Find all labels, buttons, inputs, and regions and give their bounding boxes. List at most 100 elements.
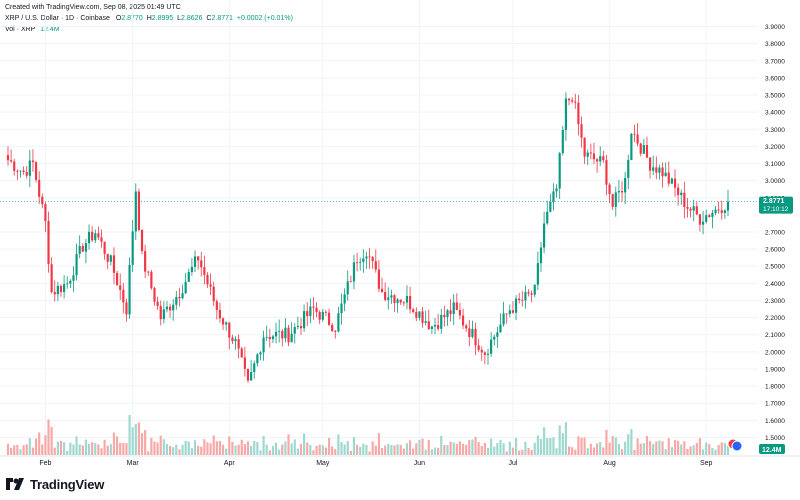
volume-bar [356, 444, 359, 455]
time-tick-label: Jun [414, 460, 425, 467]
volume-bar [309, 444, 312, 455]
volume-bar [19, 449, 22, 455]
price-tick-label: 2.4000 [765, 281, 785, 288]
volume-bar [69, 442, 72, 455]
candle-body [19, 170, 22, 172]
candle-body [437, 325, 440, 329]
volume-bar [708, 444, 711, 455]
candle-body [159, 306, 162, 320]
volume-bar [639, 443, 642, 455]
volume-bar [458, 441, 462, 455]
volume-bar [197, 445, 200, 455]
volume-bar [349, 450, 352, 455]
candle-body [346, 281, 349, 295]
candle-body [443, 314, 446, 318]
candle-body [714, 209, 717, 213]
candle-body [206, 274, 209, 285]
candle-body [165, 306, 169, 310]
volume-bar [524, 441, 527, 455]
candle-body [402, 302, 405, 304]
candle-body [567, 98, 571, 101]
candle-body [686, 206, 689, 209]
volume-bar [100, 448, 103, 455]
event-flag-icon[interactable] [727, 438, 743, 452]
volume-bar [695, 443, 698, 455]
candle-body [561, 130, 564, 154]
candle-body [84, 243, 88, 252]
volume-bar [384, 445, 387, 455]
volume-bar [443, 444, 446, 455]
candle-body [380, 288, 384, 293]
tradingview-logo[interactable]: TradingView [6, 474, 104, 494]
volume-bar [664, 449, 667, 455]
volume-bar [327, 437, 331, 455]
volume-bar [452, 442, 455, 455]
price-tick-label: 3.1000 [765, 161, 785, 168]
candle-body [543, 223, 546, 248]
candle-body [483, 352, 486, 355]
candle-body [374, 261, 377, 270]
volume-bar [153, 441, 156, 455]
candle-body [218, 309, 222, 319]
volume-bar [209, 443, 212, 455]
candle-body [25, 171, 28, 176]
candle-body [284, 327, 287, 339]
volume-bar [44, 435, 47, 455]
candle-body [59, 285, 63, 293]
candle-body [664, 172, 667, 177]
volume-bar [449, 441, 452, 455]
price-tick-label: 3.2000 [765, 144, 785, 151]
candle-body [377, 269, 380, 289]
price-tick-label: 3.3000 [765, 127, 785, 134]
bar-countdown: 17:10:12 [763, 206, 789, 213]
volume-bar [717, 445, 720, 455]
volume-bar [38, 432, 41, 455]
candle-body [187, 272, 190, 282]
candle-body [705, 215, 708, 222]
candle-body [368, 256, 371, 258]
candle-body [349, 281, 352, 283]
time-axis[interactable]: Feb Mar Apr May Jun Jul Aug Sep [0, 455, 800, 467]
candle-body [486, 353, 490, 355]
volume-bar [514, 437, 518, 455]
candle-body [38, 179, 41, 197]
volume-bar [552, 437, 555, 455]
candle-body [103, 241, 106, 254]
candle-body [592, 153, 596, 160]
price-axis[interactable]: 3.9000 3.8000 3.7000 3.6000 3.5000 3.4000 3.30… [765, 24, 785, 442]
volume-bar [278, 449, 281, 455]
volume-bar [474, 437, 477, 455]
candle-body [22, 170, 25, 172]
candle-body [455, 302, 458, 310]
volume-bar [181, 444, 184, 455]
volume-bar [81, 445, 84, 455]
candle-body [91, 231, 94, 241]
volume-bar [78, 444, 81, 455]
volume-bar [128, 414, 131, 455]
candle-body [677, 187, 680, 196]
candle-body [680, 192, 683, 196]
candle-body [140, 229, 144, 252]
volume-bar [486, 447, 490, 455]
price-tick-label: 3.9000 [765, 24, 785, 31]
volume-bar [66, 450, 69, 455]
volume-bar [134, 423, 137, 455]
candle-body [309, 306, 312, 317]
candle-body [212, 286, 215, 302]
candle-body [371, 257, 374, 262]
candle-body [505, 313, 508, 315]
candle-body [299, 325, 303, 329]
candle-body [271, 336, 275, 340]
candle-body [627, 160, 630, 178]
ohlc-low: L2.8626 [177, 15, 203, 22]
volume-bar [371, 441, 374, 455]
candle-body [243, 357, 246, 369]
volume-bar [156, 442, 159, 455]
volume-bar [281, 444, 284, 455]
candle-body [131, 231, 134, 265]
candle-body [193, 256, 197, 267]
volume-bar [221, 444, 225, 455]
volume-bar [116, 436, 119, 455]
volume-bar [190, 448, 193, 455]
